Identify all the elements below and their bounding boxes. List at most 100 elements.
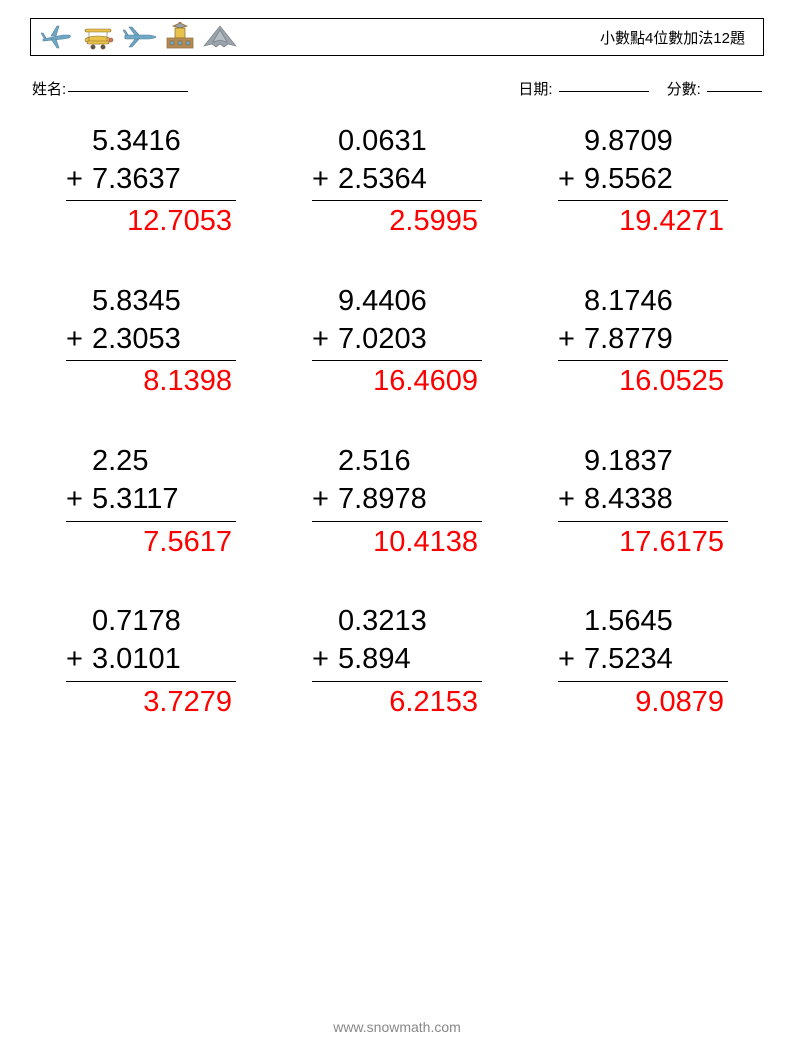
worksheet-title: 小數點4位數加法12題 [600,27,753,48]
op-blank [312,283,338,321]
operand-a: 5.8345 [66,283,236,321]
problem-6: 8.1746+7.877916.0525 [558,283,728,401]
problem-5: 9.4406+7.0203 16.4609 [312,283,482,401]
operand-a: 2.25 [66,443,236,481]
answer: 17.6175 [558,524,728,562]
rule-line [66,521,236,522]
operator: + [558,641,584,679]
airplane-1-icon [41,23,73,51]
operand-b-value: 5.894 [338,641,482,679]
operator: + [558,161,584,199]
problem-12: 1.5645+7.52349.0879 [558,603,728,721]
op-blank [66,443,92,481]
problem-3: 9.8709+9.5562 19.4271 [558,123,728,241]
operand-a-value: 2.25 [92,443,236,481]
operator: + [66,481,92,519]
operand-a: 9.8709 [558,123,728,161]
operand-a: 5.3416 [66,123,236,161]
operand-a-value: 1.5645 [584,603,728,641]
problems-grid: 5.3416+7.363712.70530.0631+2.53642.59959… [30,123,764,721]
date-blank [559,91,649,92]
problem-4: 5.8345+2.3053 8.1398 [66,283,236,401]
answer: 8.1398 [66,363,236,401]
operand-a: 9.4406 [312,283,482,321]
operand-b: +5.894 [312,641,482,679]
biplane-icon [81,23,115,51]
op-blank [312,443,338,481]
operand-a-value: 9.1837 [584,443,728,481]
operand-b-value: 2.5364 [338,161,482,199]
operand-b: +7.8779 [558,321,728,359]
operator: + [312,321,338,359]
operand-a: 2.516 [312,443,482,481]
problem-11: 0.3213+5.8946.2153 [312,603,482,721]
answer: 16.4609 [312,363,482,401]
problem-8: 2.516+7.8978 10.4138 [312,443,482,561]
operand-b: +7.5234 [558,641,728,679]
problem-1: 5.3416+7.3637 12.7053 [66,123,236,241]
operand-b-value: 8.4338 [584,481,728,519]
rule-line [312,200,482,201]
op-blank [312,123,338,161]
operand-a-value: 9.8709 [584,123,728,161]
answer: 2.5995 [312,203,482,241]
operand-b-value: 7.3637 [92,161,236,199]
rule-line [558,521,728,522]
operand-b-value: 7.8779 [584,321,728,359]
operator: + [312,161,338,199]
answer: 12.7053 [66,203,236,241]
operand-a-value: 2.516 [338,443,482,481]
operand-b: +7.0203 [312,321,482,359]
header-icons [41,22,237,52]
operator: + [66,641,92,679]
operand-b: +7.8978 [312,481,482,519]
problem-9: 9.1837+8.4338 17.6175 [558,443,728,561]
answer: 7.5617 [66,524,236,562]
score-blank [707,91,762,92]
op-blank [558,443,584,481]
problem-10: 0.7178+3.0101 3.7279 [66,603,236,721]
operand-b: +2.3053 [66,321,236,359]
header-box: 小數點4位數加法12題 [30,18,764,56]
rule-line [312,521,482,522]
operand-b-value: 3.0101 [92,641,236,679]
operand-a-value: 5.8345 [92,283,236,321]
operand-b: +2.5364 [312,161,482,199]
op-blank [66,603,92,641]
rule-line [558,681,728,682]
operand-a-value: 5.3416 [92,123,236,161]
operand-b-value: 2.3053 [92,321,236,359]
operand-b: +3.0101 [66,641,236,679]
footer-url: www.snowmath.com [0,1019,794,1035]
operator: + [66,321,92,359]
operand-b: +5.3117 [66,481,236,519]
rule-line [66,200,236,201]
operand-a: 9.1837 [558,443,728,481]
operand-a: 1.5645 [558,603,728,641]
operand-a-value: 0.7178 [92,603,236,641]
problem-7: 2.25+5.3117 7.5617 [66,443,236,561]
meta-row: 姓名: 日期: 分數: [30,78,764,99]
operand-b-value: 9.5562 [584,161,728,199]
operand-b: +7.3637 [66,161,236,199]
op-blank [66,283,92,321]
operand-b-value: 7.8978 [338,481,482,519]
op-blank [312,603,338,641]
rule-line [66,681,236,682]
answer: 19.4271 [558,203,728,241]
op-blank [558,123,584,161]
operand-b-value: 7.0203 [338,321,482,359]
name-label: 姓名: [32,78,66,99]
operand-a: 0.3213 [312,603,482,641]
op-blank [558,283,584,321]
airplane-2-icon [123,25,157,49]
answer: 3.7279 [66,684,236,722]
problem-2: 0.0631+2.53642.5995 [312,123,482,241]
answer: 10.4138 [312,524,482,562]
operator: + [558,321,584,359]
operand-b: +8.4338 [558,481,728,519]
rule-line [312,681,482,682]
operand-a: 8.1746 [558,283,728,321]
operand-a: 0.7178 [66,603,236,641]
operator: + [66,161,92,199]
